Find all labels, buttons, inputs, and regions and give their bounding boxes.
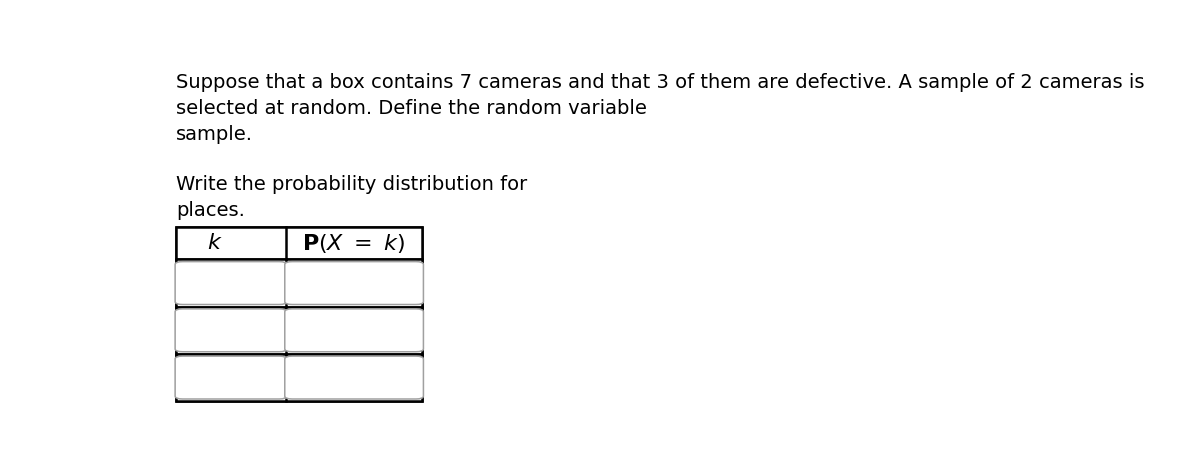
Text: $\mathit{k}$: $\mathit{k}$ [206,234,222,253]
FancyBboxPatch shape [284,261,424,304]
Text: places.: places. [176,201,245,220]
FancyBboxPatch shape [284,309,424,352]
Text: selected at random. Define the random variable: selected at random. Define the random va… [176,99,653,118]
FancyBboxPatch shape [175,261,287,304]
Bar [176,354,422,401]
FancyBboxPatch shape [175,309,287,352]
Text: Write the probability distribution for: Write the probability distribution for [176,175,534,194]
FancyBboxPatch shape [175,356,287,399]
Text: $\mathbf{P}(\mathit{X}\ =\ \mathit{k})$: $\mathbf{P}(\mathit{X}\ =\ \mathit{k})$ [302,232,406,255]
Text: sample.: sample. [176,126,253,144]
FancyBboxPatch shape [284,356,424,399]
Text: Suppose that a box contains 7 cameras and that 3 of them are defective. A sample: Suppose that a box contains 7 cameras an… [176,73,1145,92]
Bar [176,228,422,401]
Bar [176,260,422,307]
Bar [176,307,422,354]
Bar [176,228,422,260]
